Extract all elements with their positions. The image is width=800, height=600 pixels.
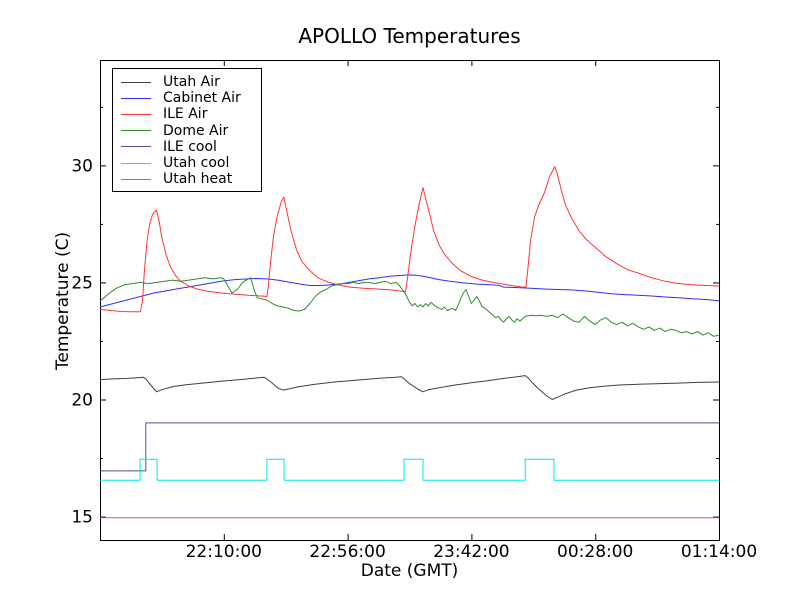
x-tick-label: 23:42:00	[433, 542, 509, 562]
legend-label: Utah cool	[163, 155, 230, 172]
legend-line-sample	[121, 97, 151, 99]
series-line-utah-air	[99, 375, 720, 400]
legend-label: Dome Air	[163, 122, 229, 139]
legend-line-sample	[121, 178, 151, 180]
legend-entry: ILE Air	[121, 106, 253, 122]
legend-entry: ILE cool	[121, 139, 253, 155]
series-line-ile-cool	[100, 422, 719, 472]
legend-label: Utah heat	[163, 171, 233, 188]
y-tick-label: 15	[71, 508, 93, 528]
legend-entry: Utah Air	[121, 74, 253, 90]
series-line-dome-air	[99, 277, 720, 337]
x-axis-label: Date (GMT)	[360, 561, 459, 581]
legend-label: Cabinet Air	[163, 90, 241, 107]
legend-entry: Cabinet Air	[121, 90, 253, 106]
y-axis-label: Temperature (C)	[53, 231, 73, 371]
chart-title: APOLLO Temperatures	[298, 24, 521, 48]
legend-label: ILE Air	[163, 106, 208, 123]
legend: Utah Air Cabinet Air ILE Air Dome Air ILE co…	[112, 68, 262, 193]
legend-line-sample	[121, 162, 151, 164]
legend-entry: Utah cool	[121, 155, 253, 171]
x-tick-label: 22:56:00	[309, 542, 385, 562]
series-line-cabinet-air	[99, 274, 720, 308]
x-tick-label: 22:10:00	[186, 542, 262, 562]
y-tick-label: 25	[71, 273, 93, 293]
legend-label: Utah Air	[163, 74, 220, 91]
y-tick-label: 20	[71, 391, 93, 411]
x-tick-label: 01:14:00	[681, 542, 757, 562]
y-tick-label: 30	[71, 156, 93, 176]
legend-entry: Dome Air	[121, 123, 253, 139]
legend-line-sample	[121, 81, 151, 83]
legend-label: ILE cool	[163, 138, 217, 155]
legend-entry: Utah heat	[121, 171, 253, 187]
legend-line-sample	[121, 113, 151, 115]
legend-line-sample	[121, 130, 151, 132]
legend-line-sample	[121, 146, 151, 148]
series-line-utah-cool	[100, 458, 719, 481]
x-tick-label: 00:28:00	[557, 542, 633, 562]
